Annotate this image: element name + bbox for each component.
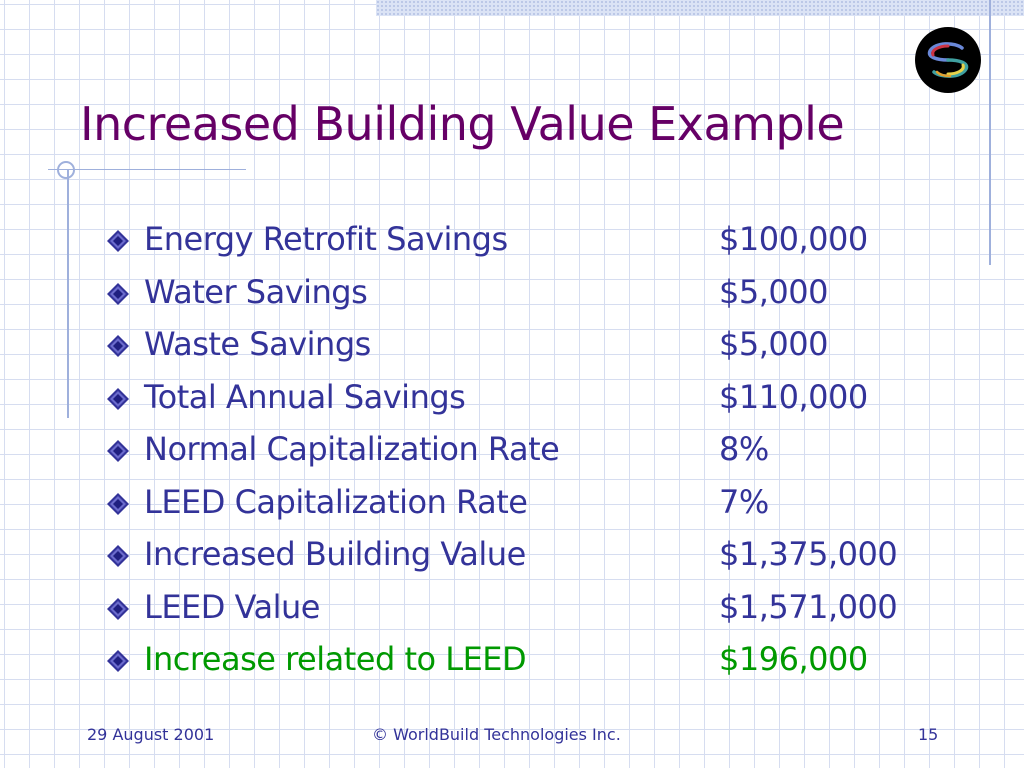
corner-circle-mark [57,161,75,179]
bullet-item: Increased Building Value $1,375,000 [106,528,966,581]
footer-date: 29 August 2001 [87,725,215,744]
diamond-bullet-icon [107,545,129,567]
bullet-label: Water Savings [144,272,368,311]
bullet-label: Total Annual Savings [144,377,466,416]
header-decoration-band [376,0,1024,16]
title-underline [48,169,246,170]
bullet-item: Total Annual Savings $110,000 [106,371,966,424]
bullet-label: LEED Capitalization Rate [144,482,528,521]
bullet-item: Energy Retrofit Savings $100,000 [106,213,966,266]
decorative-vertical-line-right [989,0,991,265]
diamond-bullet-icon [107,440,129,462]
diamond-bullet-icon [107,230,129,252]
bullet-item: Waste Savings $5,000 [106,318,966,371]
slide-title: Increased Building Value Example [80,97,845,151]
diamond-bullet-icon [107,335,129,357]
bullet-label: Waste Savings [144,325,371,363]
bullet-value: $5,000 [719,325,828,363]
bullet-label: Energy Retrofit Savings [144,220,508,258]
bullet-label: Increase related to LEED [144,640,527,678]
bullet-item: Normal Capitalization Rate 8% [106,423,966,476]
diamond-bullet-icon [107,492,129,515]
diamond-bullet-icon [107,282,129,305]
bullet-item: LEED Capitalization Rate 7% [106,476,966,529]
bullet-item: LEED Value $1,571,000 [106,581,966,634]
bullet-value: $100,000 [719,220,868,258]
diamond-bullet-icon [107,387,129,410]
bullet-label: LEED Value [144,587,320,626]
bullet-value: $1,375,000 [719,535,898,573]
bullet-value: $110,000 [719,377,868,416]
bullet-value: $1,571,000 [719,587,898,626]
bullet-value: 8% [719,430,769,468]
diamond-bullet-icon [107,597,129,620]
bullet-value: $5,000 [719,272,828,311]
bullet-item-highlight: Increase related to LEED $196,000 [106,633,966,686]
diamond-bullet-icon [107,650,129,672]
bullet-item: Water Savings $5,000 [106,266,966,319]
decorative-vertical-line-left [67,170,69,418]
bullet-label: Normal Capitalization Rate [144,430,560,468]
slide-number: 15 [918,725,939,744]
worldbuild-logo-icon [915,27,981,93]
bullet-value: $196,000 [719,640,868,678]
footer-copyright: © WorldBuild Technologies Inc. [372,725,621,744]
bullet-label: Increased Building Value [144,535,526,573]
bullet-value: 7% [719,482,769,521]
bullet-list: Energy Retrofit Savings $100,000 Water S… [106,213,966,686]
